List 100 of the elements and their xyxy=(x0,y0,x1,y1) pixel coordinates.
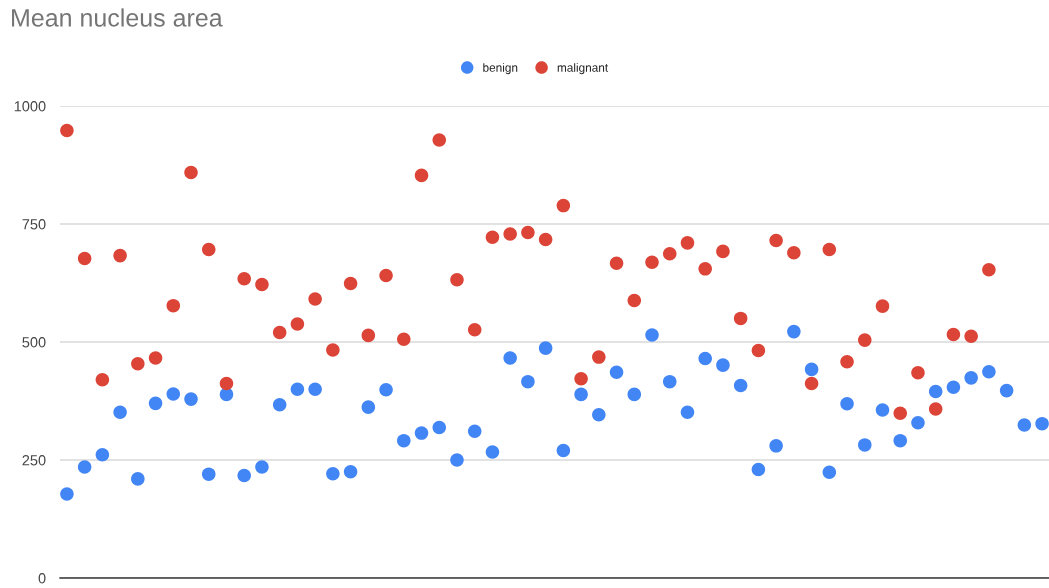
y-tick-label: 0 xyxy=(38,573,46,584)
point xyxy=(574,387,588,402)
point xyxy=(290,382,305,396)
point xyxy=(148,351,163,365)
point xyxy=(716,244,730,259)
point xyxy=(131,472,145,486)
point xyxy=(272,398,287,412)
y-tick-label: 1000 xyxy=(14,101,46,112)
point xyxy=(840,355,854,369)
point xyxy=(467,322,482,337)
point xyxy=(379,382,393,397)
point xyxy=(964,329,978,344)
point xyxy=(414,168,429,183)
point xyxy=(645,328,659,342)
point xyxy=(928,402,943,416)
point xyxy=(787,246,801,260)
legend-label: benign xyxy=(483,63,518,75)
point xyxy=(858,438,872,452)
point xyxy=(698,262,712,276)
point xyxy=(592,407,606,422)
point xyxy=(414,426,429,440)
legend-label: malignant xyxy=(557,63,609,75)
point xyxy=(361,400,376,414)
point xyxy=(733,311,748,326)
point xyxy=(397,433,411,448)
point xyxy=(503,351,517,365)
point xyxy=(964,371,978,385)
point xyxy=(326,466,340,481)
point xyxy=(574,372,588,386)
y-tick-label: 250 xyxy=(22,455,46,466)
point xyxy=(893,433,908,448)
point xyxy=(397,332,411,346)
point xyxy=(450,272,464,287)
point xyxy=(1035,416,1049,431)
point xyxy=(113,248,127,263)
point xyxy=(875,299,890,313)
point xyxy=(308,382,322,396)
point xyxy=(787,324,801,339)
point xyxy=(485,445,500,459)
point xyxy=(538,232,553,247)
point xyxy=(769,233,783,248)
point xyxy=(982,364,996,379)
point xyxy=(627,293,642,308)
point xyxy=(698,351,712,366)
chart-title: Mean nucleus area xyxy=(12,8,223,27)
point xyxy=(503,227,517,241)
point xyxy=(432,133,447,147)
point xyxy=(379,268,393,283)
point xyxy=(219,376,234,391)
point xyxy=(822,242,837,257)
point xyxy=(131,356,145,371)
point xyxy=(95,372,110,387)
point xyxy=(237,271,251,286)
point xyxy=(326,343,340,357)
point xyxy=(804,362,819,377)
point xyxy=(60,487,74,501)
point xyxy=(290,317,305,331)
point xyxy=(308,292,322,306)
point xyxy=(255,277,269,292)
point xyxy=(521,374,535,389)
point xyxy=(148,396,163,411)
point xyxy=(662,374,677,389)
point xyxy=(272,325,287,340)
point xyxy=(237,468,251,483)
point xyxy=(645,255,659,269)
point xyxy=(467,424,482,438)
point xyxy=(609,365,624,379)
point xyxy=(999,383,1014,398)
point xyxy=(432,420,447,435)
point xyxy=(733,378,748,393)
point xyxy=(911,365,925,380)
point xyxy=(60,123,74,138)
point xyxy=(77,460,92,474)
point xyxy=(822,465,837,480)
point xyxy=(840,397,854,411)
point xyxy=(77,251,92,266)
point xyxy=(521,225,535,240)
point xyxy=(982,263,996,277)
point xyxy=(680,236,695,250)
point xyxy=(201,467,216,481)
point xyxy=(804,376,819,391)
y-tick-label: 500 xyxy=(22,337,46,348)
point xyxy=(166,387,181,401)
point xyxy=(609,256,624,270)
point xyxy=(911,415,925,430)
point xyxy=(769,439,783,453)
point xyxy=(592,350,606,364)
point xyxy=(556,443,571,458)
point xyxy=(946,327,961,342)
point xyxy=(166,298,181,313)
point xyxy=(95,448,110,462)
point xyxy=(946,380,961,395)
point xyxy=(680,405,695,420)
point xyxy=(538,341,553,355)
point xyxy=(485,230,500,244)
point xyxy=(450,453,464,467)
point xyxy=(716,358,730,372)
point xyxy=(184,392,198,406)
point xyxy=(556,198,571,213)
point xyxy=(255,460,269,474)
